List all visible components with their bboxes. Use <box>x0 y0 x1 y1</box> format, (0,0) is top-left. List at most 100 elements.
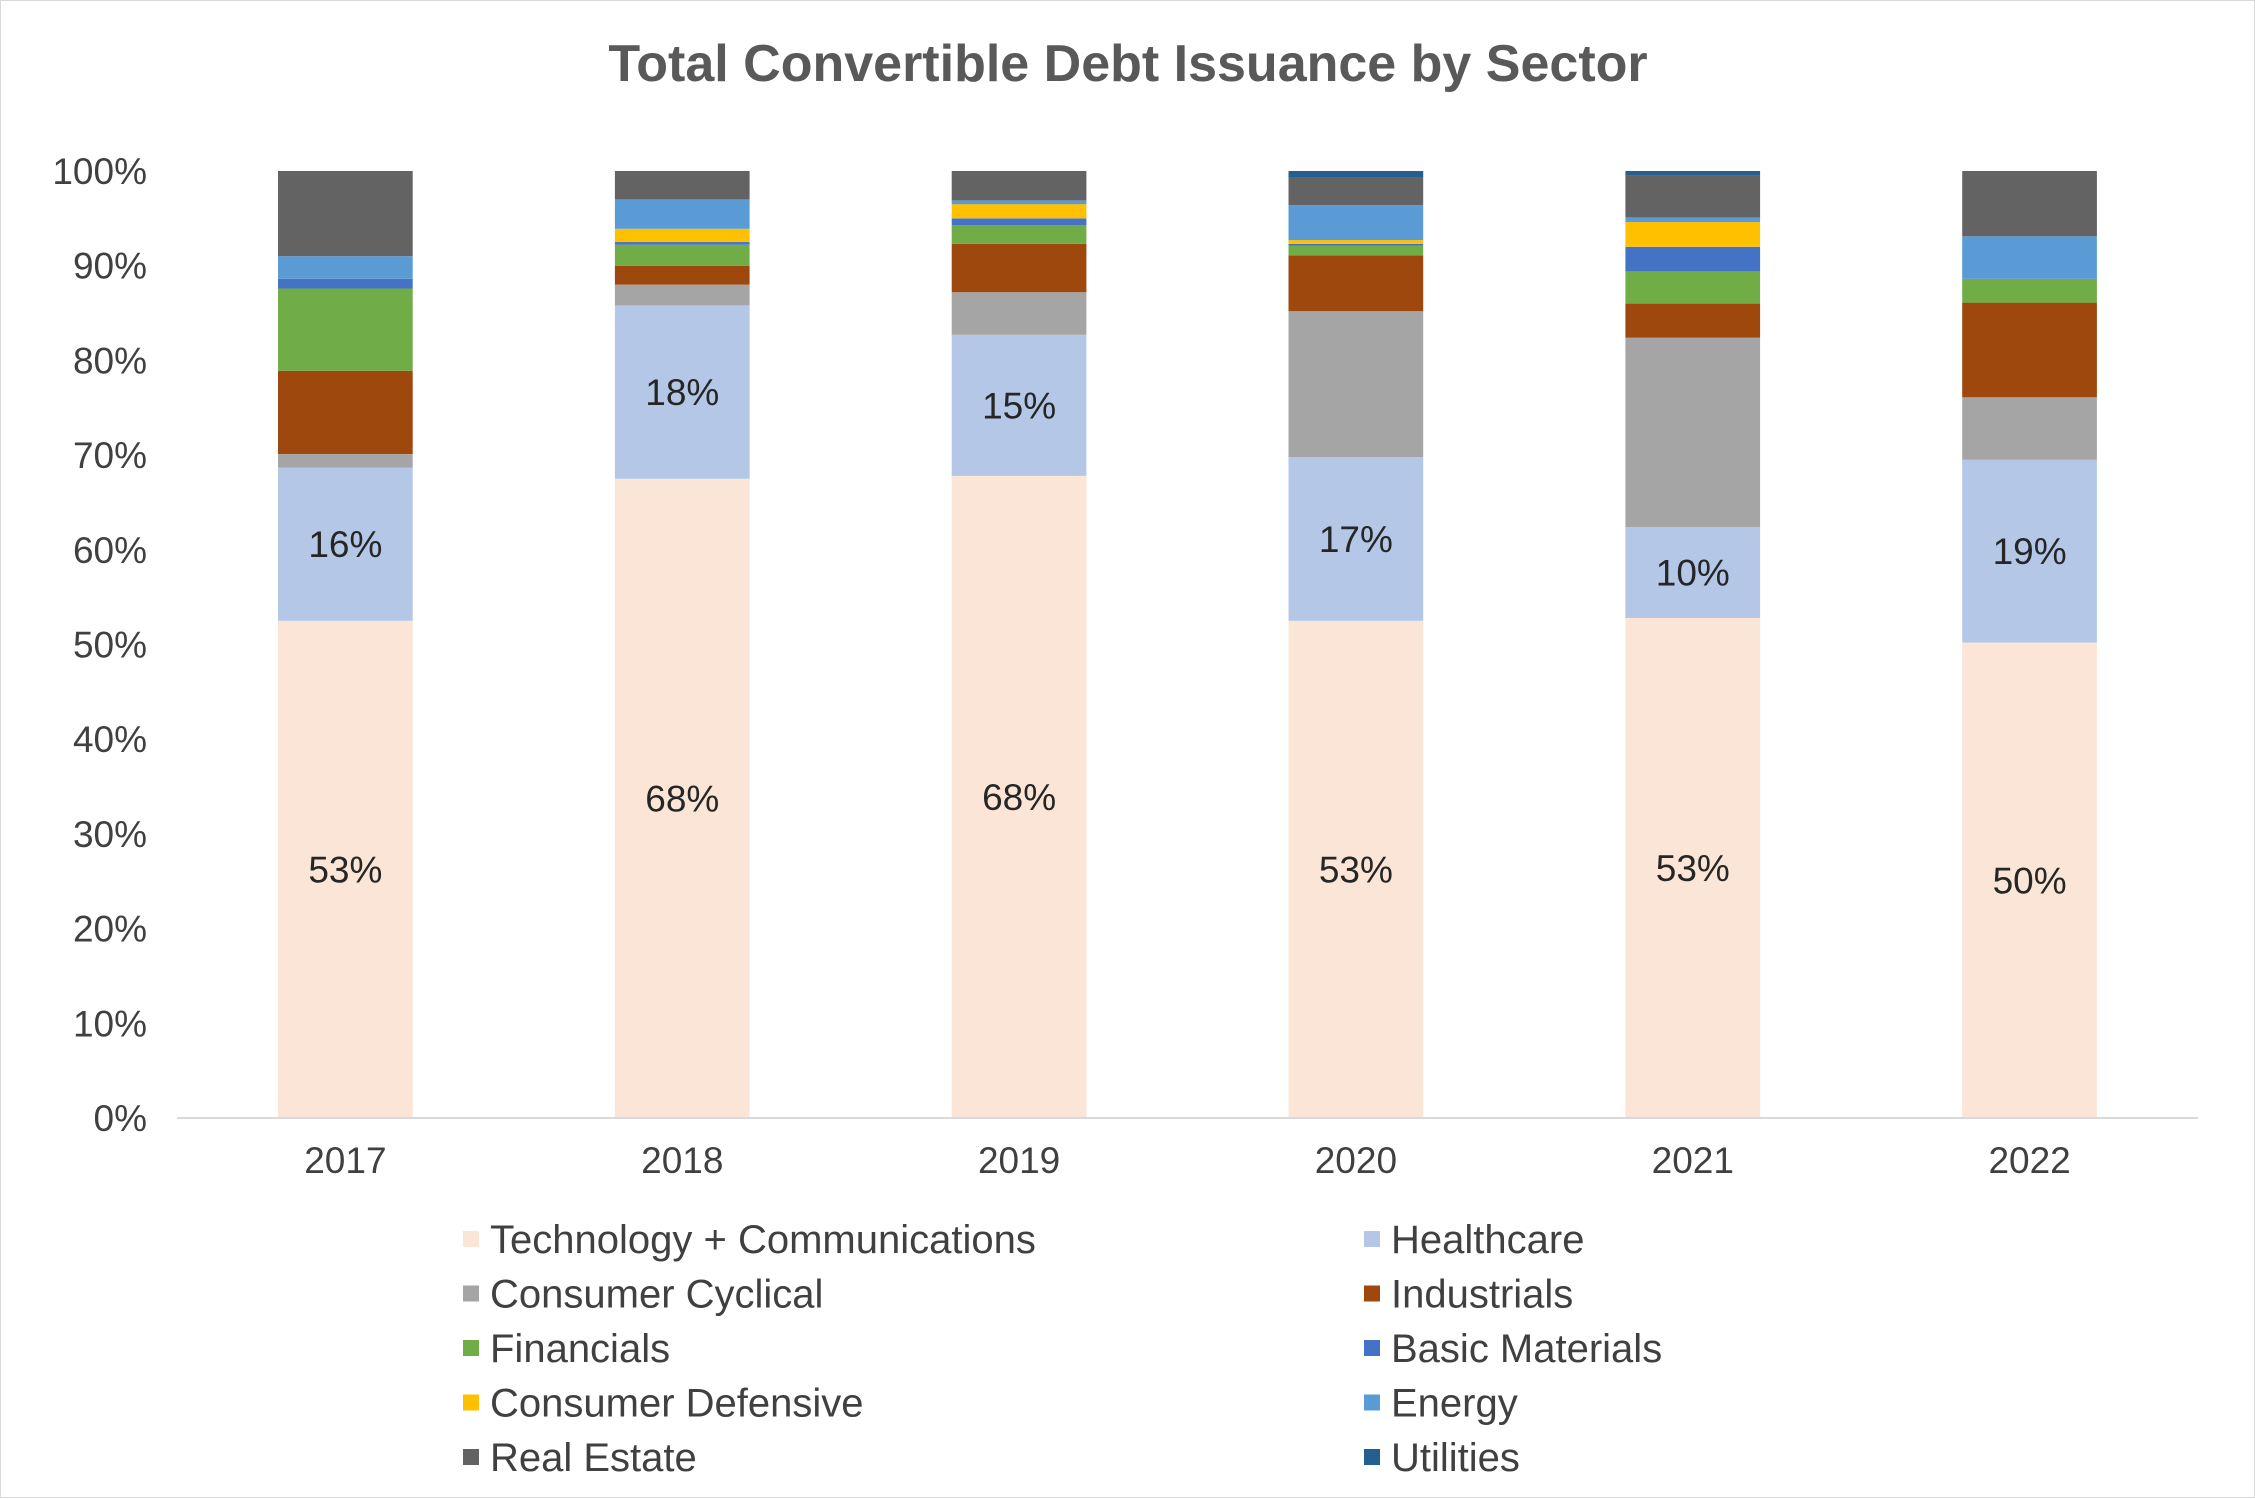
bar-segment[interactable] <box>614 242 750 245</box>
legend-swatch <box>1364 1231 1380 1247</box>
data-label: 53% <box>308 849 382 890</box>
bar-segment[interactable] <box>1288 205 1424 241</box>
data-label: 53% <box>1656 848 1730 889</box>
legend[interactable]: Technology + Communications Healthcare Con… <box>463 1218 1662 1480</box>
legend-item[interactable]: Basic Materials <box>1364 1327 1662 1371</box>
bar-segment[interactable] <box>1625 271 1761 304</box>
bar-segment[interactable] <box>1288 171 1424 178</box>
legend-swatch <box>463 1449 479 1465</box>
y-tick-label: 10% <box>73 1003 147 1044</box>
bar-segment[interactable] <box>951 204 1087 219</box>
data-label: 19% <box>1993 531 2067 572</box>
legend-item[interactable]: Consumer Defensive <box>463 1382 864 1426</box>
bar-segment[interactable] <box>278 454 413 468</box>
bar-segment[interactable] <box>278 279 413 289</box>
y-axis: 0% 10% 20% 30% 40% 50% 60% 70% 80% 90% 100% <box>52 151 147 1139</box>
bar-segment[interactable] <box>951 218 1087 225</box>
bar-segment[interactable] <box>1625 303 1761 338</box>
bar-segment[interactable] <box>614 284 750 306</box>
y-tick-label: 70% <box>73 435 147 476</box>
bar-segment[interactable] <box>1625 217 1761 223</box>
bar-segment[interactable] <box>1288 245 1424 256</box>
bar-segment[interactable] <box>278 256 413 279</box>
bar-segment[interactable] <box>1288 243 1424 246</box>
bar-segment[interactable] <box>951 171 1087 201</box>
bar-segment[interactable] <box>1962 171 2097 237</box>
bar-segment[interactable] <box>278 370 413 455</box>
bar-stack-2017: 53% 16% <box>278 171 413 1118</box>
bar-segment[interactable] <box>1962 302 2097 398</box>
bar-segment[interactable] <box>614 244 750 266</box>
legend-item[interactable]: Industrials <box>1364 1273 1573 1317</box>
bar-segment[interactable] <box>1625 527 1761 618</box>
data-label: 53% <box>1319 849 1393 890</box>
bar-segment[interactable] <box>278 288 413 371</box>
legend-item[interactable]: Real Estate <box>463 1436 697 1480</box>
bar-segment[interactable] <box>1625 222 1761 247</box>
legend-label: Technology + Communications <box>490 1218 1036 1262</box>
bar-segment[interactable] <box>1288 620 1424 1118</box>
bar-segment[interactable] <box>614 478 750 1118</box>
legend-item[interactable]: Technology + Communications <box>463 1218 1036 1262</box>
bar-segment[interactable] <box>951 200 1087 205</box>
bar-stack-2020: 53% 17% <box>1288 171 1424 1118</box>
bar-segment[interactable] <box>614 171 750 200</box>
legend-swatch <box>463 1285 479 1302</box>
legend-item[interactable]: Utilities <box>1364 1436 1520 1480</box>
x-tick-label: 2021 <box>1652 1140 1734 1181</box>
legend-label: Financials <box>490 1327 670 1371</box>
bar-stack-2021: 53% 10% <box>1625 171 1761 1118</box>
y-tick-label: 50% <box>73 625 147 666</box>
bar-segment[interactable] <box>614 305 750 479</box>
y-tick-label: 80% <box>73 340 147 381</box>
bar-segment[interactable] <box>1288 240 1424 244</box>
data-label: 68% <box>645 778 719 819</box>
y-tick-label: 20% <box>73 909 147 950</box>
legend-swatch <box>463 1340 479 1356</box>
bar-segment[interactable] <box>1625 337 1761 528</box>
bar-segment[interactable] <box>278 171 413 257</box>
y-tick-label: 90% <box>73 246 147 287</box>
bar-segment[interactable] <box>1288 255 1424 312</box>
legend-item[interactable]: Energy <box>1364 1382 1518 1426</box>
legend-item[interactable]: Financials <box>463 1327 670 1371</box>
bar-segment[interactable] <box>951 475 1087 1118</box>
bar-segment[interactable] <box>1625 246 1761 272</box>
bar-segment[interactable] <box>1288 457 1424 621</box>
bar-segment[interactable] <box>278 467 413 621</box>
x-axis: 2017 2018 2019 2020 2021 2022 <box>304 1140 2071 1181</box>
bar-segment[interactable] <box>1288 177 1424 206</box>
bar-segment[interactable] <box>1962 642 2097 1118</box>
legend-label: Industrials <box>1391 1273 1573 1317</box>
bar-segment[interactable] <box>1962 397 2097 460</box>
y-tick-label: 0% <box>94 1098 147 1139</box>
legend-label: Consumer Defensive <box>490 1382 864 1426</box>
bar-segment[interactable] <box>1625 171 1761 176</box>
bar-segment[interactable] <box>614 199 750 229</box>
bar-segment[interactable] <box>614 265 750 285</box>
bar-stack-2022: 50% 19% <box>1962 171 2097 1118</box>
data-label: 10% <box>1656 553 1730 594</box>
legend-item[interactable]: Healthcare <box>1364 1218 1584 1262</box>
bar-segment[interactable] <box>1962 236 2097 279</box>
bar-segment[interactable] <box>951 292 1087 335</box>
bar-segment[interactable] <box>1288 311 1424 457</box>
data-label: 15% <box>982 385 1056 426</box>
bar-segment[interactable] <box>1962 279 2097 303</box>
legend-label: Basic Materials <box>1391 1327 1662 1371</box>
bar-stack-2019: 68% 15% <box>951 171 1087 1118</box>
bar-segment[interactable] <box>1625 618 1761 1118</box>
bar-segment[interactable] <box>951 243 1087 293</box>
bar-segment[interactable] <box>278 620 413 1118</box>
legend-label: Real Estate <box>490 1436 697 1480</box>
legend-label: Consumer Cyclical <box>490 1273 823 1317</box>
bar-segment[interactable] <box>1625 175 1761 218</box>
legend-item[interactable]: Consumer Cyclical <box>463 1273 823 1317</box>
bar-segment[interactable] <box>1962 459 2097 643</box>
y-tick-label: 100% <box>52 151 147 192</box>
bar-segment[interactable] <box>951 225 1087 244</box>
legend-swatch <box>1364 1285 1380 1302</box>
bar-segment[interactable] <box>614 228 750 243</box>
bar-segment[interactable] <box>951 334 1087 476</box>
